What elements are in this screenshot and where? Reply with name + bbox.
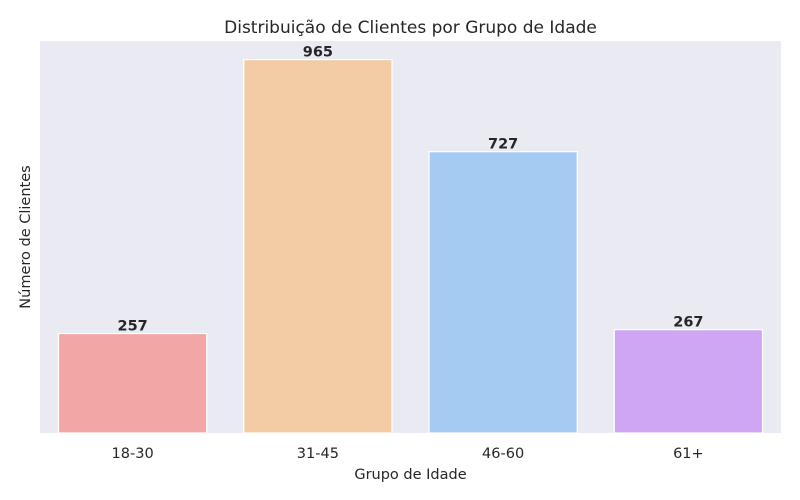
- chart-title: Distribuição de Clientes por Grupo de Id…: [224, 18, 597, 38]
- data-label-18-30: 257: [117, 319, 147, 335]
- bar-46-60: [428, 151, 578, 434]
- bar-31-45: [243, 58, 393, 434]
- x-tick-label-46-60: 46-60: [482, 446, 524, 462]
- bar-18-30: [57, 332, 208, 434]
- x-tick-label-18-30: 18-30: [112, 446, 154, 462]
- x-tick-label-61+: 61+: [673, 446, 704, 462]
- data-labels-group: 257 965 727 267: [117, 45, 703, 335]
- data-label-61+: 267: [673, 315, 703, 331]
- data-label-31-45: 965: [303, 45, 333, 61]
- x-axis-label: Grupo de Idade: [354, 467, 466, 483]
- bars-group: [57, 58, 764, 434]
- y-axis-label: Número de Clientes: [18, 165, 34, 308]
- data-label-46-60: 727: [488, 137, 518, 153]
- bar-61+: [613, 329, 764, 434]
- x-tick-label-31-45: 31-45: [297, 446, 339, 462]
- x-tick-labels-group: 18-30 31-45 46-60 61+: [112, 446, 704, 462]
